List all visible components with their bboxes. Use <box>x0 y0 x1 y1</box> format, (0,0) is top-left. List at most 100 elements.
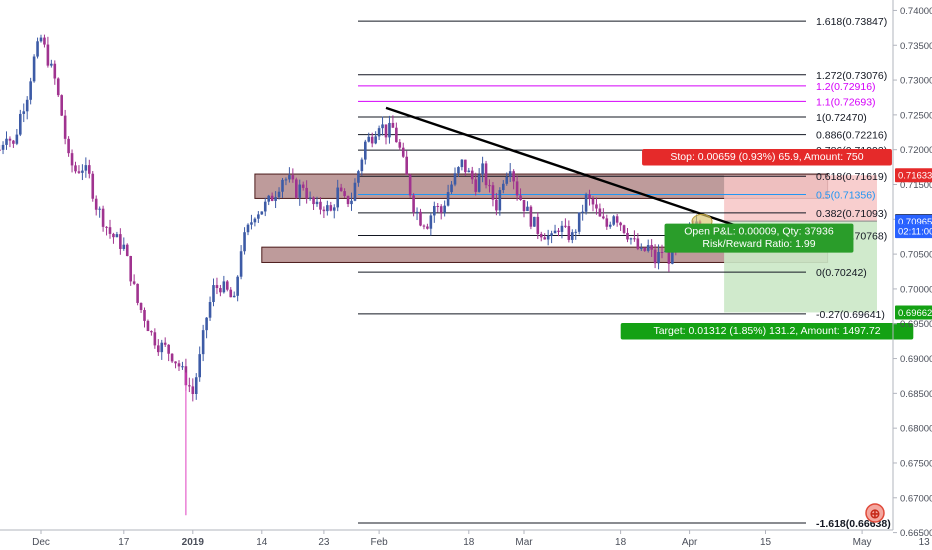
candle <box>636 233 640 251</box>
candle-body <box>646 245 650 251</box>
candle <box>15 128 19 146</box>
candle-body <box>450 184 453 193</box>
candle-body <box>633 238 636 240</box>
candle <box>174 361 177 369</box>
logo-circle[interactable] <box>865 503 885 523</box>
candle <box>243 227 246 255</box>
candle-body <box>53 63 57 79</box>
candle-body <box>457 167 460 174</box>
candle <box>419 208 422 227</box>
candle-body <box>25 99 29 112</box>
candle-body <box>412 195 415 213</box>
candle <box>143 307 146 328</box>
candle-body <box>553 230 557 234</box>
price-tick-label: 0.74000 <box>900 6 932 17</box>
candle-body <box>177 363 181 367</box>
candle <box>505 172 509 186</box>
candle-body <box>56 78 60 96</box>
candle <box>443 200 446 217</box>
candle <box>519 188 522 201</box>
candle-body <box>488 185 491 187</box>
candle-body <box>526 206 529 211</box>
candle <box>315 196 319 207</box>
candle <box>229 287 233 298</box>
candle-body <box>557 230 560 232</box>
candle <box>398 139 402 151</box>
candle-body <box>63 115 67 139</box>
candle-body <box>481 163 484 175</box>
fibonacci-levels[interactable]: 1.618(0.73847) 1.272(0.73076)1.2(0.72916)… <box>358 16 891 530</box>
candle-body <box>70 153 74 166</box>
candle-body <box>395 127 398 143</box>
fib-level-label: 0.5(0.71356) <box>816 190 876 202</box>
candle-body <box>453 173 457 185</box>
candle-body <box>529 206 533 227</box>
candle-body <box>308 197 312 199</box>
candle <box>426 223 429 230</box>
candle <box>350 192 353 211</box>
candle-body <box>12 140 15 144</box>
price-badge[interactable]: 0.71633 <box>895 168 932 183</box>
candle <box>326 200 329 216</box>
price-badge-text: 02:11:00 <box>898 227 932 238</box>
candle <box>343 188 346 199</box>
candle <box>212 278 215 307</box>
time-tick-label: May <box>853 537 872 548</box>
candle <box>63 109 67 145</box>
logo[interactable]: ⊕ <box>865 503 885 523</box>
stop-zone[interactable] <box>724 175 877 222</box>
candle <box>391 115 395 128</box>
candle <box>5 131 8 150</box>
price-axis[interactable]: 0.74000 0.73500 0.73000 0.72500 0.72000 0.715… <box>892 0 932 539</box>
candle <box>219 284 222 297</box>
candle-body <box>339 187 343 192</box>
candle-body <box>222 281 226 293</box>
candle <box>615 213 619 227</box>
candle <box>660 244 664 259</box>
candle <box>429 212 433 236</box>
candle-body <box>429 215 433 229</box>
candle-body <box>470 170 474 180</box>
candle-body <box>105 226 108 228</box>
candle <box>370 132 374 148</box>
candle-body <box>50 63 53 66</box>
candle-body <box>467 170 471 173</box>
candle-body <box>60 95 63 116</box>
candle-body <box>640 247 643 249</box>
candle <box>194 373 198 400</box>
trendline-line[interactable] <box>385 106 759 235</box>
candle-body <box>122 244 126 249</box>
stop-label-text: Stop: 0.00659 (0.93%) 65.9, Amount: 750 <box>670 151 863 163</box>
price-badge[interactable]: 0.69662 <box>895 305 932 320</box>
candle-body <box>181 366 184 368</box>
candle-body <box>598 208 602 217</box>
candle-body <box>232 295 236 298</box>
time-axis[interactable]: Dec 17 2019 14 23 Feb 18 Mar 18 Apr 15 May 13 <box>0 529 930 548</box>
candle-body <box>281 179 284 192</box>
candle <box>401 142 405 158</box>
trendline[interactable] <box>385 106 759 235</box>
candle-body <box>370 136 374 144</box>
price-badge[interactable]: 02:11:00 <box>895 224 932 239</box>
candle <box>484 160 488 189</box>
candle <box>253 217 257 227</box>
fib-level-label: 0.618(0.71619) <box>816 171 887 183</box>
candle-body <box>419 211 422 226</box>
candle-body <box>502 183 505 191</box>
candle <box>239 245 243 280</box>
candle-body <box>577 212 581 232</box>
candle <box>415 207 419 221</box>
candle <box>281 177 284 198</box>
candle <box>153 328 157 349</box>
candle-body <box>405 156 408 175</box>
candle-body <box>8 138 12 141</box>
candle-body <box>591 198 595 205</box>
candle-body <box>260 211 264 215</box>
candle-body <box>495 199 498 211</box>
candle <box>25 96 29 120</box>
candle-body <box>608 224 612 227</box>
candle-body <box>408 174 412 196</box>
candle <box>191 378 195 402</box>
candle-body <box>398 142 402 148</box>
